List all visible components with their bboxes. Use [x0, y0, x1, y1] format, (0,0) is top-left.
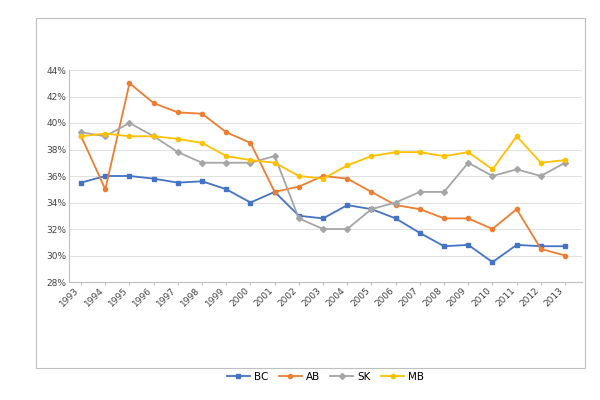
SK	[319, 227, 326, 232]
MB	[562, 158, 569, 162]
BC	[513, 242, 520, 247]
SK	[77, 130, 85, 135]
SK	[368, 207, 375, 212]
BC	[174, 180, 181, 185]
MB	[489, 167, 496, 172]
BC	[199, 179, 206, 184]
AB	[126, 81, 133, 86]
BC	[223, 187, 230, 192]
MB	[271, 160, 278, 165]
MB	[464, 150, 472, 154]
SK	[513, 167, 520, 172]
SK	[174, 150, 181, 154]
SK	[295, 216, 302, 221]
MB	[368, 154, 375, 158]
AB	[440, 216, 448, 221]
BC	[416, 230, 424, 235]
SK	[199, 160, 206, 165]
MB	[537, 160, 544, 165]
MB	[319, 176, 326, 181]
BC	[319, 216, 326, 221]
AB	[464, 216, 472, 221]
AB	[344, 176, 351, 181]
AB	[513, 207, 520, 212]
BC	[77, 180, 85, 185]
SK	[126, 121, 133, 126]
AB	[223, 130, 230, 135]
Line: AB: AB	[79, 81, 567, 258]
SK	[489, 174, 496, 178]
AB	[174, 110, 181, 115]
AB	[319, 174, 326, 178]
SK	[271, 154, 278, 158]
AB	[562, 253, 569, 258]
BC	[392, 216, 399, 221]
AB	[247, 140, 254, 145]
SK	[537, 174, 544, 178]
SK	[150, 134, 157, 139]
AB	[101, 187, 109, 192]
SK	[464, 160, 472, 165]
SK	[223, 160, 230, 165]
Line: MB: MB	[79, 132, 567, 181]
MB	[416, 150, 424, 154]
BC	[562, 244, 569, 249]
BC	[271, 190, 278, 194]
MB	[344, 163, 351, 168]
BC	[344, 203, 351, 208]
Line: SK: SK	[79, 121, 567, 231]
BC	[489, 260, 496, 264]
SK	[416, 190, 424, 194]
SK	[392, 200, 399, 205]
SK	[101, 134, 109, 139]
BC	[295, 213, 302, 218]
BC	[368, 207, 375, 212]
BC	[537, 244, 544, 249]
MB	[174, 136, 181, 141]
AB	[271, 190, 278, 194]
BC	[440, 244, 448, 249]
BC	[247, 200, 254, 205]
AB	[150, 101, 157, 106]
AB	[537, 246, 544, 251]
MB	[77, 134, 85, 139]
MB	[513, 134, 520, 139]
AB	[416, 207, 424, 212]
Line: BC: BC	[79, 174, 567, 264]
SK	[247, 160, 254, 165]
AB	[77, 134, 85, 139]
AB	[295, 184, 302, 189]
BC	[126, 174, 133, 178]
MB	[295, 174, 302, 178]
MB	[150, 134, 157, 139]
MB	[223, 154, 230, 158]
AB	[392, 203, 399, 208]
MB	[126, 134, 133, 139]
BC	[464, 242, 472, 247]
SK	[440, 190, 448, 194]
AB	[199, 111, 206, 116]
SK	[344, 227, 351, 232]
AB	[368, 190, 375, 194]
MB	[440, 154, 448, 158]
SK	[562, 160, 569, 165]
MB	[247, 158, 254, 162]
MB	[392, 150, 399, 154]
MB	[101, 131, 109, 136]
Legend: BC, AB, SK, MB: BC, AB, SK, MB	[223, 368, 428, 386]
AB	[489, 227, 496, 232]
BC	[101, 174, 109, 178]
MB	[199, 140, 206, 145]
BC	[150, 176, 157, 181]
